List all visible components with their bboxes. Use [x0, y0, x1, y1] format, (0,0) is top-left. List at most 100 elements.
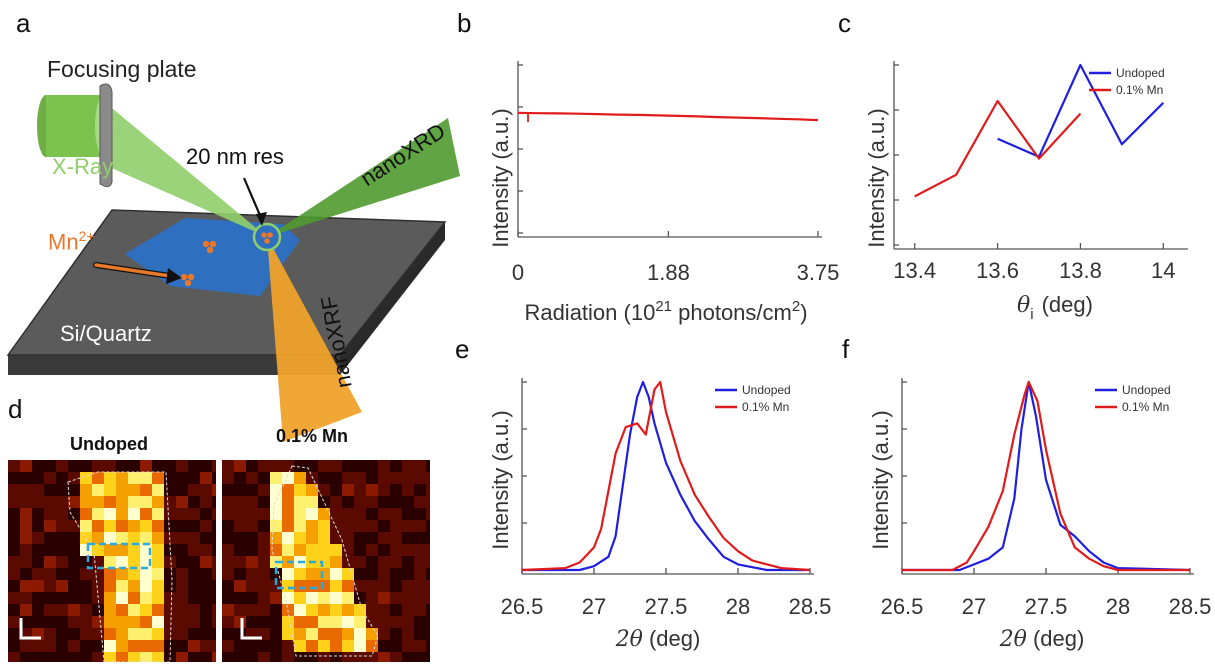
heat-pixel: [330, 652, 342, 662]
heat-pixel: [378, 628, 390, 640]
heat-pixel: [282, 628, 294, 640]
heat-pixel: [140, 532, 152, 544]
heat-pixel: [104, 616, 116, 628]
heat-pixel: [402, 616, 414, 628]
heat-pixel: [80, 604, 92, 616]
heat-pixel: [152, 592, 164, 604]
heat-pixel: [8, 460, 20, 472]
heat-pixel: [282, 652, 294, 662]
heat-pixel: [44, 652, 56, 662]
chart-b-xlabel-end: ): [800, 300, 807, 325]
heat-pixel: [56, 568, 68, 580]
heat-pixel: [116, 556, 128, 568]
heat-pixel: [212, 652, 216, 662]
heat-pixel: [176, 508, 188, 520]
heat-pixel: [414, 640, 426, 652]
dopant-arrow: [94, 263, 172, 278]
heat-pixel: [56, 460, 68, 472]
heat-pixel: [414, 556, 426, 568]
heat-pixel: [188, 640, 200, 652]
heat-pixel: [164, 520, 176, 532]
heat-pixel: [258, 520, 270, 532]
heat-pixel: [306, 568, 318, 580]
heat-pixel: [258, 556, 270, 568]
heat-pixel: [8, 544, 20, 556]
heat-pixel: [188, 544, 200, 556]
heat-pixel: [116, 592, 128, 604]
heat-pixel: [246, 580, 258, 592]
heat-pixel: [306, 616, 318, 628]
heat-pixel: [80, 556, 92, 568]
heat-pixel: [188, 580, 200, 592]
heat-pixel: [270, 532, 282, 544]
xray-source-body: [46, 95, 104, 157]
heat-pixel: [318, 640, 330, 652]
heat-pixel: [234, 484, 246, 496]
heat-pixel: [212, 628, 216, 640]
heat-pixel: [152, 508, 164, 520]
chart-e-x-tick-label: 27: [582, 594, 606, 619]
heat-pixel: [378, 508, 390, 520]
heat-pixel: [212, 520, 216, 532]
heat-pixel: [176, 496, 188, 508]
heat-pixel: [128, 532, 140, 544]
focusing-plate-label: Focusing plate: [47, 56, 197, 82]
heat-pixel: [104, 592, 116, 604]
heat-pixel: [294, 616, 306, 628]
heat-pixel: [306, 592, 318, 604]
xrf-map-doped-canvas: [222, 460, 430, 662]
heat-pixel: [402, 472, 414, 484]
chart-c-x-tick-label: 13.4: [893, 258, 936, 283]
heat-pixel: [318, 580, 330, 592]
heat-pixel: [20, 568, 32, 580]
heat-pixel: [258, 544, 270, 556]
heat-pixel: [294, 640, 306, 652]
xray-beam: [107, 104, 267, 237]
chart-b-x-tick-label: 1.88: [647, 260, 690, 285]
heat-pixel: [20, 496, 32, 508]
roi-box-doped: [274, 560, 324, 590]
heat-pixel: [128, 520, 140, 532]
heat-pixel: [306, 508, 318, 520]
heat-pixel: [68, 604, 80, 616]
heat-pixel: [176, 472, 188, 484]
heat-pixel: [414, 532, 426, 544]
heat-pixel: [200, 508, 212, 520]
heat-pixel: [20, 640, 32, 652]
heat-pixel: [212, 616, 216, 628]
heat-pixel: [32, 472, 44, 484]
heat-pixel: [44, 628, 56, 640]
heat-pixel: [32, 544, 44, 556]
heat-pixel: [164, 604, 176, 616]
heat-pixel: [104, 640, 116, 652]
heat-pixel: [366, 496, 378, 508]
heat-pixel: [20, 484, 32, 496]
heat-pixel: [270, 640, 282, 652]
heat-pixel: [414, 472, 426, 484]
chart-e-x-tick-label: 28: [726, 594, 750, 619]
heat-pixel: [222, 568, 234, 580]
heat-pixel: [116, 568, 128, 580]
heat-pixel: [306, 640, 318, 652]
heat-pixel: [222, 508, 234, 520]
chart-b-ylabel: Intensity (a.u.): [488, 108, 513, 247]
chart-c-x-tick-label: 13.6: [976, 258, 1019, 283]
heat-pixel: [200, 484, 212, 496]
heat-pixel: [402, 592, 414, 604]
heat-pixel: [128, 628, 140, 640]
heat-pixel: [152, 604, 164, 616]
heat-pixel: [390, 628, 402, 640]
heat-pixel: [294, 508, 306, 520]
heat-pixel: [116, 520, 128, 532]
heat-pixel: [294, 496, 306, 508]
heat-pixel: [222, 616, 234, 628]
heat-pixel: [152, 652, 164, 662]
heat-pixel: [92, 496, 104, 508]
heat-pixel: [56, 532, 68, 544]
heat-pixel: [176, 592, 188, 604]
panel-label-a: a: [16, 8, 31, 38]
heat-pixel: [44, 580, 56, 592]
heat-pixel: [330, 532, 342, 544]
heat-pixel: [366, 640, 378, 652]
heat-pixel: [282, 472, 294, 484]
